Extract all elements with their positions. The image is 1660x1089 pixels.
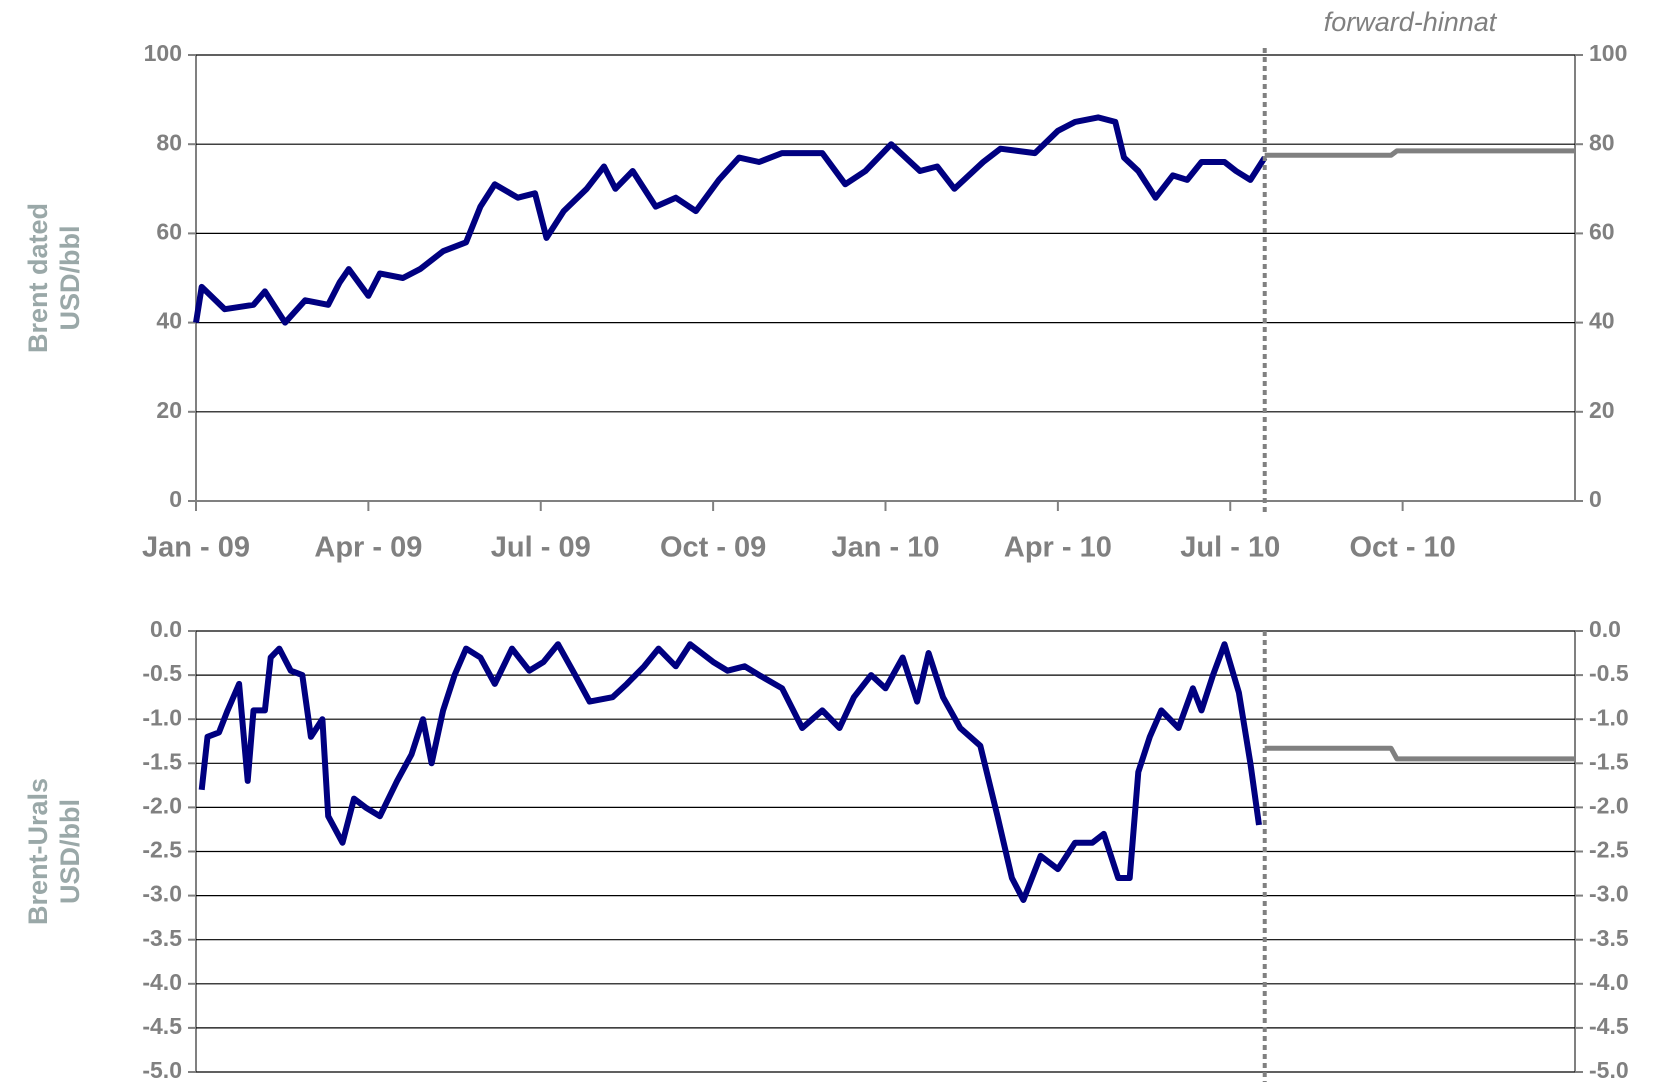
y-tick-label: 60 [1589,218,1615,244]
y-tick-label: 40 [156,308,182,334]
y-tick-label: -3.0 [1589,881,1629,907]
y-axis-label: Brent dated [23,203,53,353]
y-tick-label: 80 [1589,129,1615,155]
y-tick-label: 0 [169,486,182,512]
y-tick-label: -3.0 [142,881,182,907]
y-tick-label: -5.0 [1589,1057,1629,1083]
y-tick-label: -4.0 [1589,969,1629,995]
y-tick-label: 100 [1589,40,1627,66]
y-tick-label: 80 [156,129,182,155]
y-tick-label: -1.5 [1589,748,1629,774]
y-tick-label: -3.5 [1589,925,1629,951]
x-tick-label: Oct - 09 [660,532,766,564]
data-line [193,114,1268,326]
y-axis-label: USD/bbl [55,226,85,331]
y-tick-label: -2.0 [1589,792,1629,818]
y-tick-label: -4.0 [142,969,182,995]
x-tick-label: Apr - 10 [1004,532,1112,564]
x-tick-label: Jul - 10 [1180,532,1280,564]
x-tick-label: Jan - 09 [142,532,250,564]
y-tick-label: -1.0 [142,704,182,730]
y-tick-label: 0 [1589,486,1602,512]
y-tick-label: -4.5 [142,1013,182,1039]
x-tick-label: Apr - 09 [314,532,422,564]
x-tick-label: Jul - 09 [491,532,591,564]
y-tick-label: 0.0 [150,616,182,642]
y-axis-label: Brent-Urals [23,778,53,925]
data-line [1264,148,1575,158]
x-tick-label: Oct - 10 [1349,532,1455,564]
data-line [198,641,1262,903]
annotation: forward-hinnat [1324,7,1498,37]
y-tick-label: -1.0 [1589,704,1629,730]
y-tick-label: -5.0 [142,1057,182,1083]
y-tick-label: 40 [1589,308,1615,334]
y-tick-label: 0.0 [1589,616,1621,642]
y-tick-label: -0.5 [1589,660,1629,686]
x-tick-label: Jan - 10 [832,532,940,564]
y-tick-label: 20 [156,397,182,423]
y-tick-label: -1.5 [142,748,182,774]
y-tick-label: -4.5 [1589,1013,1629,1039]
y-axis-label: USD/bbl [55,799,85,904]
y-tick-label: -2.0 [142,792,182,818]
y-tick-label: 60 [156,218,182,244]
y-tick-label: 100 [144,40,182,66]
y-tick-label: -2.5 [142,837,182,863]
data-line [1264,745,1575,762]
y-tick-label: -2.5 [1589,837,1629,863]
y-tick-label: -0.5 [142,660,182,686]
y-tick-label: -3.5 [142,925,182,951]
y-tick-label: 20 [1589,397,1615,423]
